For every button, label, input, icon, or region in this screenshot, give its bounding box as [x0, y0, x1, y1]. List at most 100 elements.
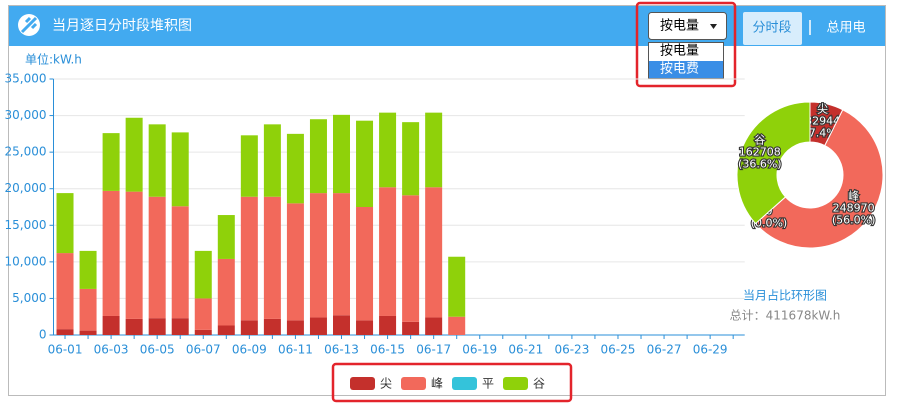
x-tick-label: 06-15 [370, 343, 405, 357]
pie-total: 总计：411678kW.h [730, 309, 841, 323]
tab[interactable]: 总用电 [826, 21, 865, 36]
bar-segment [402, 195, 420, 322]
bar-segment [309, 119, 327, 194]
pie-title: 当月占比环形图 [743, 288, 827, 303]
x-tick-label: 06-03 [94, 343, 129, 357]
bar-segment [333, 193, 350, 316]
bar-segment [448, 256, 466, 317]
y-tick-label: 5,000 [12, 291, 46, 305]
bar-segment [79, 250, 97, 289]
bar-segment [102, 315, 120, 335]
y-tick-label: 0 [39, 328, 47, 342]
bar-segment [56, 329, 74, 335]
pie-label-percent: (36.6%) [738, 158, 782, 171]
pie-label-name: 峰 [848, 189, 859, 202]
y-tick-label: 15,000 [5, 218, 47, 232]
x-tick-label: 06-11 [278, 343, 313, 357]
dropdown[interactable] [648, 12, 727, 40]
pie-label-value: 32944 [805, 114, 840, 127]
x-tick-label: 06-09 [232, 343, 267, 357]
x-tick-label: 06-23 [554, 343, 589, 357]
bar-segment [56, 253, 74, 330]
bar-segment [425, 187, 443, 318]
bar-segment [263, 318, 281, 335]
legend-label: 峰 [431, 377, 443, 391]
y-tick-label: 30,000 [5, 108, 47, 122]
highlight-box [331, 362, 573, 403]
header-bar [9, 6, 885, 46]
y-tick-label: 25,000 [5, 145, 47, 159]
pie-label-name: 尖 [817, 102, 828, 115]
bar-segment [240, 320, 258, 335]
bar-segment [79, 330, 97, 335]
bar-segment [333, 315, 350, 335]
bar-segment [309, 317, 327, 335]
bar-segment [148, 196, 166, 319]
x-tick-label: 06-19 [462, 343, 497, 357]
bar-segment [286, 203, 304, 321]
x-tick-label: 06-05 [140, 343, 175, 357]
bar-segment [171, 206, 189, 319]
header-icon [18, 14, 40, 36]
legend-label: 平 [482, 377, 494, 391]
bar-segment [263, 196, 281, 319]
pie-slice [754, 109, 884, 249]
bar-segment [356, 120, 374, 207]
x-tick-label: 06-13 [324, 343, 359, 357]
pie-label-value: 162708 [739, 146, 781, 159]
legend-label: 谷 [533, 377, 545, 391]
bar-segment [102, 190, 120, 316]
x-tick-label: 06-27 [647, 343, 682, 357]
tab-active[interactable] [743, 12, 802, 45]
bar-segment [125, 117, 143, 192]
x-tick-label: 06-07 [186, 343, 221, 357]
bar-segment [263, 124, 281, 197]
bar-segment [286, 320, 304, 335]
bar-segment [240, 196, 258, 321]
x-tick-label: 06-25 [601, 343, 636, 357]
bar-segment [402, 321, 420, 335]
pie-slice [736, 101, 811, 225]
y-tick-label: 10,000 [5, 254, 47, 268]
y-tick-label: 20,000 [5, 181, 47, 195]
dropdown-option-highlight [649, 61, 723, 78]
bar-segment [379, 187, 397, 316]
bar-segment [171, 318, 189, 335]
legend-label: 尖 [380, 377, 392, 391]
bar-segment [79, 288, 97, 331]
bar-segment [448, 316, 466, 335]
pie-label-name: 谷 [754, 134, 765, 147]
x-tick-label: 06-01 [48, 343, 83, 357]
bar-segment [148, 124, 166, 197]
bar-segment [125, 318, 143, 335]
legend-swatch [401, 377, 426, 390]
bar-segment [217, 325, 235, 335]
bar-segment [333, 114, 350, 194]
bar-segment [171, 132, 189, 207]
bar-segment [356, 207, 374, 321]
x-tick-label: 06-17 [416, 343, 451, 357]
dropdown-option[interactable]: 按电费 [660, 62, 699, 77]
bar-segment [356, 320, 374, 335]
legend-swatch [452, 377, 477, 390]
bar-segment [379, 112, 397, 188]
bar-segment [194, 329, 212, 335]
legend-swatch [503, 377, 528, 390]
bar-segment [286, 133, 304, 204]
bar-segment [309, 193, 327, 318]
bar-segment [148, 318, 166, 335]
x-tick-label: 06-29 [693, 343, 728, 357]
highlight-box [635, 1, 737, 88]
bar-segment [194, 250, 212, 299]
dropdown-option[interactable]: 按电量 [660, 44, 699, 59]
tab[interactable]: 分时段 [752, 21, 791, 36]
bar-segment [217, 258, 235, 326]
bar-segment [217, 215, 235, 259]
legend-swatch [350, 377, 375, 390]
bar-segment [402, 122, 420, 196]
pie-label-percent: (56.0%) [832, 213, 876, 226]
dropdown-arrow [710, 24, 717, 29]
bar-segment [240, 135, 258, 197]
bar-segment [125, 191, 143, 319]
